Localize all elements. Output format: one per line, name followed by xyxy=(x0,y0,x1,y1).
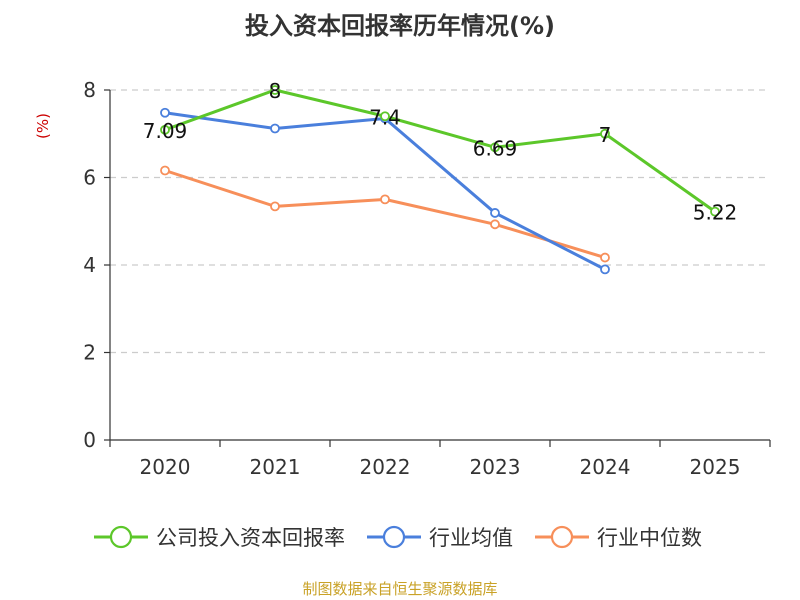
source-note: 制图数据来自恒生聚源数据库 xyxy=(302,580,497,598)
chart-title: 投入资本回报率历年情况(%) xyxy=(245,12,555,40)
legend-item-2[interactable]: 行业中位数 xyxy=(535,525,702,550)
legend-marker xyxy=(109,525,133,549)
data-point[interactable] xyxy=(270,85,280,95)
series-0 xyxy=(160,85,720,217)
data-label: 7.4 xyxy=(369,105,401,129)
data-point[interactable] xyxy=(490,142,500,153)
y-tick-label: 6 xyxy=(83,166,96,190)
data-point[interactable] xyxy=(160,165,170,176)
series-group xyxy=(160,85,720,275)
data-point[interactable] xyxy=(380,194,390,205)
data-point[interactable] xyxy=(600,252,610,263)
data-label: 7 xyxy=(599,123,612,147)
data-point[interactable] xyxy=(490,219,500,230)
data-point[interactable] xyxy=(600,128,610,139)
x-tick-label: 2023 xyxy=(470,455,521,479)
data-point[interactable] xyxy=(710,206,720,217)
y-tick-label: 4 xyxy=(83,253,96,277)
y-tick-label: 8 xyxy=(83,78,96,102)
gridlines xyxy=(110,89,770,354)
legend-label: 行业均值 xyxy=(429,526,513,550)
data-label: 8 xyxy=(269,79,282,103)
x-tick-label: 2022 xyxy=(360,455,411,479)
data-label: 7.09 xyxy=(143,119,188,143)
data-point[interactable] xyxy=(490,208,500,218)
x-tick-label: 2024 xyxy=(580,455,631,479)
series-line xyxy=(164,169,606,259)
data-point[interactable] xyxy=(160,107,170,118)
legend-marker xyxy=(382,525,406,549)
y-tick-label: 0 xyxy=(83,428,96,452)
data-point[interactable] xyxy=(380,111,390,122)
legend[interactable]: 公司投入资本回报率 行业均值 行业中位数 xyxy=(94,525,702,550)
x-tick-label: 2020 xyxy=(140,455,191,479)
legend-marker xyxy=(550,525,574,549)
data-label: 5.22 xyxy=(693,201,738,225)
y-axis-label: (%) xyxy=(34,113,52,139)
legend-label: 公司投入资本回报率 xyxy=(156,526,345,550)
series-2 xyxy=(160,165,610,263)
x-tick-label: 2021 xyxy=(250,455,301,479)
data-label: 6.69 xyxy=(473,136,518,160)
data-point[interactable] xyxy=(270,123,280,134)
data-point[interactable] xyxy=(160,124,170,135)
axes: 0 2 4 6 8 2020 2021 2022 2023 2024 2025 xyxy=(83,78,771,479)
legend-item-0[interactable]: 公司投入资本回报率 xyxy=(94,525,345,550)
series-line xyxy=(164,88,716,213)
legend-label: 行业中位数 xyxy=(597,526,702,550)
data-point[interactable] xyxy=(270,201,280,212)
legend-item-1[interactable]: 行业均值 xyxy=(367,525,513,550)
y-tick-label: 2 xyxy=(83,341,96,365)
x-tick-label: 2025 xyxy=(690,455,741,479)
data-point[interactable] xyxy=(600,264,610,275)
data-labels: 7.09 8 7.4 6.69 7 5.22 xyxy=(143,79,738,225)
